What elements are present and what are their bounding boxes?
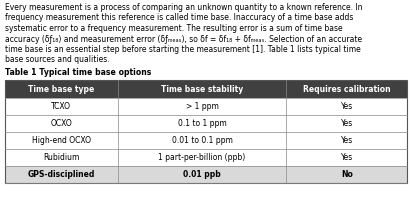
Text: Yes: Yes: [341, 102, 353, 111]
Bar: [5, 80, 407, 98]
Text: OCXO: OCXO: [50, 119, 72, 128]
Text: Yes: Yes: [341, 153, 353, 162]
Text: Time base type: Time base type: [28, 84, 94, 94]
Text: > 1 ppm: > 1 ppm: [185, 102, 218, 111]
Text: High-end OCXO: High-end OCXO: [32, 136, 91, 145]
Text: Requires calibration: Requires calibration: [303, 84, 391, 94]
Text: Time base stability: Time base stability: [161, 84, 243, 94]
Text: GPS-disciplined: GPS-disciplined: [28, 170, 95, 179]
Bar: [5, 166, 407, 183]
Text: Yes: Yes: [341, 136, 353, 145]
Text: 0.01 to 0.1 ppm: 0.01 to 0.1 ppm: [171, 136, 232, 145]
Bar: [5, 115, 407, 132]
Bar: [5, 80, 407, 183]
Text: frequency measurement this reference is called time base. Inaccuracy of a time b: frequency measurement this reference is …: [5, 14, 353, 23]
Text: 0.01 ppb: 0.01 ppb: [183, 170, 221, 179]
Text: base sources and qualities.: base sources and qualities.: [5, 55, 110, 64]
Text: accuracy (δƒ₁₈) and measurement error (δƒₘₑₐₛ), so δf = δf₁₈ + δfₘₑₐₛ. Selection: accuracy (δƒ₁₈) and measurement error (δ…: [5, 34, 362, 43]
Text: Rubidium: Rubidium: [43, 153, 80, 162]
Text: 0.1 to 1 ppm: 0.1 to 1 ppm: [178, 119, 226, 128]
Text: 1 part-per-billion (ppb): 1 part-per-billion (ppb): [158, 153, 246, 162]
Text: Table 1 Typical time base options: Table 1 Typical time base options: [5, 68, 151, 77]
Bar: [5, 98, 407, 115]
Text: systematic error to a frequency measurement. The resulting error is a sum of tim: systematic error to a frequency measurem…: [5, 24, 343, 33]
Text: Every measurement is a process of comparing an unknown quantity to a known refer: Every measurement is a process of compar…: [5, 3, 363, 12]
Bar: [5, 132, 407, 149]
Text: No: No: [341, 170, 353, 179]
Text: Yes: Yes: [341, 119, 353, 128]
Text: time base is an essential step before starting the measurement [1]. Table 1 list: time base is an essential step before st…: [5, 45, 361, 54]
Bar: [5, 149, 407, 166]
Text: TCXO: TCXO: [51, 102, 71, 111]
